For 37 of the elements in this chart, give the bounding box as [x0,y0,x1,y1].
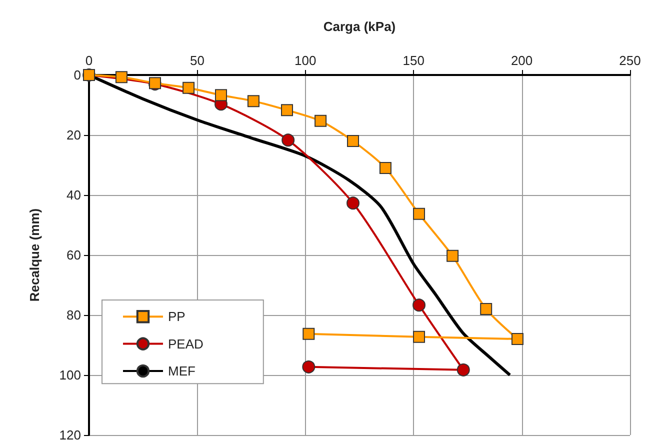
legend-label: PEAD [168,336,204,352]
point [511,333,524,345]
point [282,134,295,147]
x-tick-label: 250 [619,53,641,68]
y-tick-label: 40 [66,188,81,202]
point [215,89,228,102]
point [413,208,426,220]
point [302,360,316,374]
y-tick-label: 60 [66,248,81,262]
point [182,82,195,94]
y-tick-label: 100 [59,368,81,382]
point [247,95,260,108]
point [302,328,315,340]
x-tick-label: 50 [190,53,204,68]
y-axis-title: Recalque (mm) [27,208,42,302]
point [281,104,294,116]
y-tick-label: 80 [66,308,81,322]
x-tick-label: 100 [294,53,316,68]
x-tick-label: 0 [85,53,93,68]
point [346,196,360,210]
point [347,135,360,147]
point [480,303,492,315]
point [413,330,426,343]
point [379,162,392,174]
x-tick-label: 200 [510,53,533,68]
y-tick-label: 120 [59,428,81,442]
y-tick-label: 20 [66,128,81,142]
legend-label: PP [168,309,186,324]
legend-label: MEF [168,364,196,378]
point [412,298,426,312]
point [314,114,327,127]
point [115,71,128,84]
point [456,363,470,376]
point [446,250,459,262]
x-axis-title: Carga (kPa) [323,19,396,34]
y-tick-label: 0 [74,68,81,82]
x-tick-label: 150 [402,53,424,68]
